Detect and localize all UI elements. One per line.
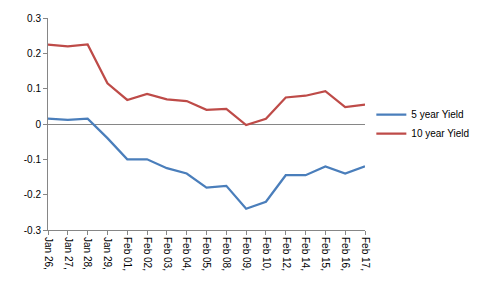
svg-text:-0.3: -0.3 [24,225,42,236]
svg-text:10 year Yield: 10 year Yield [411,128,469,139]
svg-text:0.2: 0.2 [27,48,41,59]
svg-text:Feb 05,: Feb 05, [201,237,212,271]
svg-text:Feb 10,: Feb 10, [261,237,272,271]
svg-text:Feb 01,: Feb 01, [122,237,133,271]
svg-text:Jan 29,: Jan 29, [102,237,113,270]
svg-text:0.1: 0.1 [27,83,41,94]
svg-text:0: 0 [35,119,41,130]
svg-text:Feb 03,: Feb 03, [162,237,173,271]
svg-text:Feb 16,: Feb 16, [340,237,351,271]
svg-text:Jan 26,: Jan 26, [43,237,54,270]
svg-text:Feb 09,: Feb 09, [241,237,252,271]
svg-text:Jan 27,: Jan 27, [63,237,74,270]
svg-text:5 year Yield: 5 year Yield [411,109,463,120]
svg-text:-0.1: -0.1 [24,154,42,165]
svg-text:Feb 15,: Feb 15, [320,237,331,271]
svg-text:0.3: 0.3 [27,13,41,24]
svg-text:-0.2: -0.2 [24,189,42,200]
svg-text:Feb 12,: Feb 12, [281,237,292,271]
svg-text:Jan 28,: Jan 28, [82,237,93,270]
svg-text:Feb 04,: Feb 04, [181,237,192,271]
svg-text:Feb 14,: Feb 14, [300,237,311,271]
svg-text:Feb 02,: Feb 02, [142,237,153,271]
svg-text:Feb 08,: Feb 08, [221,237,232,271]
svg-text:Feb 17,: Feb 17, [360,237,371,271]
